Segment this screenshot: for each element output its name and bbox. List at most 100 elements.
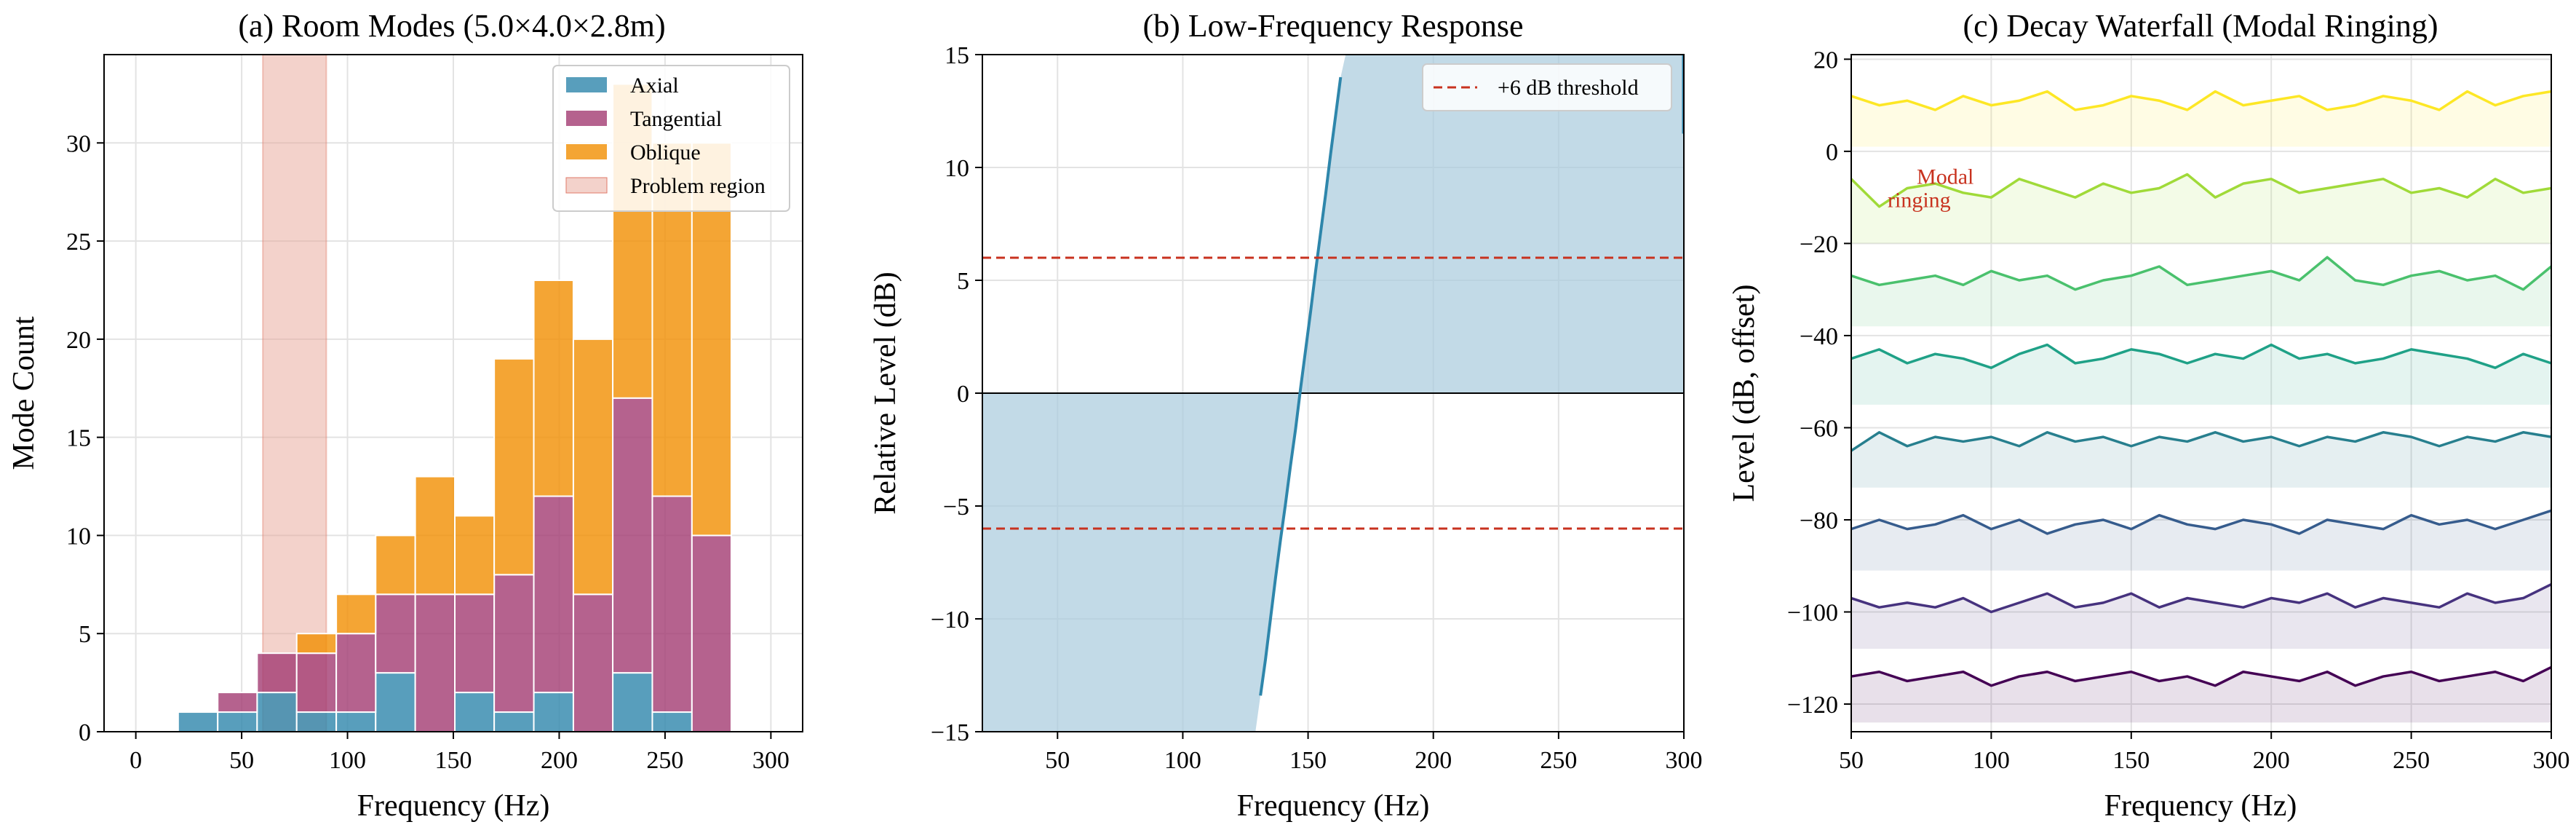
legend-label-threshold: +6 dB threshold bbox=[1498, 76, 1639, 100]
y-tick-label: 25 bbox=[66, 229, 91, 256]
panel-b-y-ticks: −15 −10 −5 0 5 10 15 bbox=[931, 42, 982, 746]
panel-b-lines bbox=[982, 55, 1685, 696]
bar-axial bbox=[612, 672, 653, 732]
bar-oblique bbox=[533, 280, 574, 497]
waterfall-fill-t3 bbox=[1851, 344, 2551, 405]
waterfall-line-t2 bbox=[1850, 256, 2553, 291]
bar-oblique bbox=[414, 475, 456, 596]
legend-swatch-tangential bbox=[566, 111, 607, 126]
x-tick-label: 50 bbox=[229, 747, 254, 774]
bar-axial bbox=[493, 711, 535, 732]
response-line bbox=[1259, 76, 1343, 696]
bar-axial bbox=[177, 711, 219, 732]
bar-axial bbox=[454, 692, 496, 733]
legend-label-axial: Axial bbox=[630, 74, 679, 98]
y-tick-label: 10 bbox=[945, 155, 969, 182]
x-tick-label: 50 bbox=[1045, 747, 1070, 774]
x-tick-label: 200 bbox=[1415, 747, 1452, 774]
y-tick-label: −60 bbox=[1800, 415, 1838, 442]
bar-oblique bbox=[375, 534, 416, 596]
y-tick-label: −20 bbox=[1800, 231, 1838, 258]
bar-tangential bbox=[533, 495, 574, 694]
legend-label-tangential: Tangential bbox=[630, 107, 722, 131]
waterfall-line-t4 bbox=[1850, 431, 2552, 452]
y-tick-label: 0 bbox=[957, 381, 969, 408]
bar-tangential bbox=[612, 397, 653, 674]
x-tick-label: 100 bbox=[1164, 747, 1201, 774]
x-tick-label: 200 bbox=[2253, 747, 2290, 774]
y-tick-label: −15 bbox=[931, 719, 969, 746]
legend-label-oblique: Oblique bbox=[630, 141, 701, 165]
legend-swatch-problem-region bbox=[565, 177, 608, 194]
panel-b: (b) Low-Frequency Response 50 100 150 200 25… bbox=[869, 8, 1703, 823]
y-tick-label: 15 bbox=[945, 42, 969, 69]
x-tick-label: 250 bbox=[646, 747, 683, 774]
panel-b-x-label: Frequency (Hz) bbox=[1237, 789, 1430, 823]
waterfall-fill-t1 bbox=[1851, 174, 2551, 244]
panel-c-title: (c) Decay Waterfall (Modal Ringing) bbox=[1963, 8, 2438, 44]
bar-axial bbox=[533, 692, 574, 733]
panel-a-x-label: Frequency (Hz) bbox=[357, 789, 550, 823]
x-tick-label: 0 bbox=[130, 747, 142, 774]
panel-b-legend: +6 dB threshold bbox=[1422, 63, 1672, 111]
bar-tangential bbox=[651, 495, 693, 714]
annotation-ringing: ringing bbox=[1888, 188, 1951, 212]
waterfall-line-t3 bbox=[1850, 343, 2552, 369]
bar-axial bbox=[295, 711, 338, 732]
bar-oblique bbox=[572, 338, 614, 596]
bar-oblique bbox=[454, 515, 496, 596]
y-tick-label: −40 bbox=[1800, 323, 1838, 350]
bar-tangential bbox=[256, 652, 298, 694]
panel-a-y-ticks: 0 5 10 15 20 25 30 bbox=[66, 130, 104, 746]
waterfall-line-t7 bbox=[1850, 665, 2552, 687]
panel-a-legend-box bbox=[552, 65, 790, 212]
panel-c-lines bbox=[1850, 90, 2553, 687]
x-tick-label: 300 bbox=[1666, 747, 1703, 774]
panel-c-fills bbox=[1851, 91, 2551, 723]
y-tick-label: 30 bbox=[66, 130, 91, 157]
x-tick-label: 150 bbox=[435, 747, 472, 774]
waterfall-line-t1 bbox=[1850, 173, 2552, 208]
y-tick-label: 5 bbox=[79, 621, 91, 648]
legend-swatch-oblique bbox=[566, 144, 607, 159]
bar-oblique bbox=[295, 633, 338, 655]
bar-tangential bbox=[691, 534, 732, 732]
x-tick-label: 150 bbox=[1289, 747, 1327, 774]
y-tick-label: −10 bbox=[931, 606, 969, 633]
x-tick-label: 250 bbox=[1540, 747, 1577, 774]
y-tick-label: 10 bbox=[66, 523, 91, 550]
waterfall-fill-t4 bbox=[1851, 432, 2551, 488]
bar-axial bbox=[217, 711, 258, 732]
bar-oblique bbox=[335, 593, 377, 635]
panel-b-title: (b) Low-Frequency Response bbox=[1143, 8, 1524, 44]
x-tick-label: 300 bbox=[752, 747, 790, 774]
waterfall-fill-t2 bbox=[1851, 257, 2551, 327]
panel-a: (a) Room Modes (5.0×4.0×2.8m) 0 50 100 150 2… bbox=[7, 8, 803, 823]
waterfall-fill-t6 bbox=[1851, 584, 2551, 649]
y-tick-label: 0 bbox=[79, 719, 91, 746]
x-tick-label: 250 bbox=[2393, 747, 2430, 774]
bar-tangential bbox=[335, 633, 377, 714]
x-tick-label: 150 bbox=[2112, 747, 2150, 774]
bar-axial bbox=[256, 692, 298, 733]
bar-axial bbox=[375, 672, 416, 732]
bar-tangential bbox=[454, 593, 496, 694]
panel-a-legend: Axial Tangential Oblique Problem region bbox=[552, 65, 790, 212]
x-tick-label: 300 bbox=[2533, 747, 2570, 774]
legend-label-problem-region: Problem region bbox=[630, 174, 766, 198]
panel-c-y-label: Level (dB, offset) bbox=[1728, 285, 1761, 502]
panel-b-legend-box bbox=[1422, 63, 1672, 111]
bar-tangential bbox=[493, 574, 535, 714]
panel-c-frame bbox=[1850, 54, 2552, 732]
y-tick-label: −5 bbox=[943, 494, 969, 521]
x-tick-label: 100 bbox=[329, 747, 366, 774]
bar-tangential bbox=[414, 593, 456, 732]
panel-c: (c) Decay Waterfall (Modal Ringing) 50 10… bbox=[1728, 8, 2570, 823]
annotation-modal: Modal bbox=[1917, 165, 1973, 189]
bar-axial bbox=[335, 711, 377, 732]
panel-b-y-label: Relative Level (dB) bbox=[869, 272, 902, 515]
panel-c-x-ticks: 50 100 150 200 250 300 bbox=[1839, 732, 2570, 774]
waterfall-fill-t0 bbox=[1851, 91, 2551, 147]
problem-region-band bbox=[262, 54, 327, 732]
